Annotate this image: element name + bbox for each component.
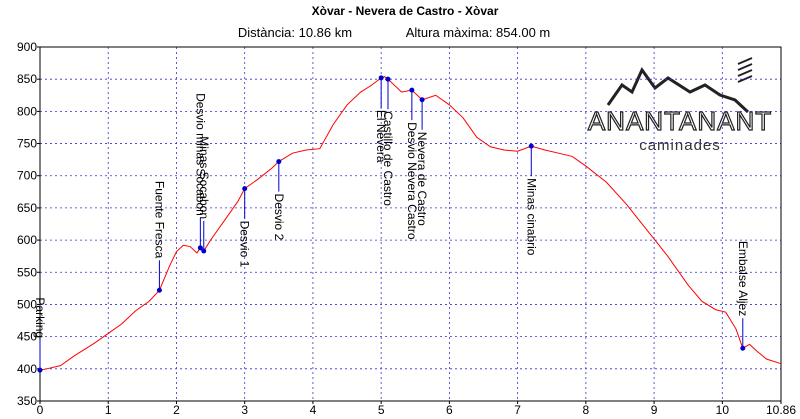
x-tick-label: 10.86 [766, 403, 796, 417]
waypoint [201, 248, 207, 254]
x-tick-label: 10 [716, 403, 730, 417]
logo-name: ANANTANANT [588, 106, 772, 136]
x-tick-label: 7 [514, 403, 521, 417]
subtitle-altitude: Altura màxima: 854.00 m [406, 25, 551, 40]
waypoint-label: Desvio minas Socabon [193, 93, 207, 216]
waypoint-label: Castillo de Castro [381, 111, 395, 206]
waypoint [197, 245, 203, 251]
waypoint-label: Nevera de Castro [415, 132, 429, 226]
y-tick-label: 500 [17, 297, 37, 311]
x-tick-label: 6 [446, 403, 453, 417]
waypoint-label: Desvio 2 [272, 194, 286, 241]
waypoint-label: Minas cinabrio [524, 178, 538, 256]
x-tick-label: 9 [651, 403, 658, 417]
waypoint-label: Parking [33, 297, 47, 338]
x-tick-label: 5 [378, 403, 385, 417]
chart-title: Xòvar - Nevera de Castro - Xòvar [312, 4, 499, 18]
waypoint-label: Fuente Fresca [152, 181, 166, 259]
y-tick-label: 550 [17, 265, 37, 279]
x-tick-label: 0 [37, 403, 44, 417]
waypoint [528, 143, 534, 149]
waypoint-label: Embalse Aljez [736, 241, 750, 316]
waypoint [740, 345, 746, 351]
y-tick-label: 750 [17, 137, 37, 151]
logo-marks [737, 57, 753, 83]
y-tick-label: 350 [17, 394, 37, 408]
waypoint [409, 87, 415, 93]
y-tick-label: 400 [17, 362, 37, 376]
waypoint [276, 159, 282, 165]
y-tick-label: 600 [17, 233, 37, 247]
y-tick-label: 850 [17, 72, 37, 86]
y-tick-label: 700 [17, 169, 37, 183]
y-tick-label: 650 [17, 201, 37, 215]
waypoint [378, 75, 384, 81]
waypoint-label: El Nevera [374, 110, 388, 163]
waypoint [419, 97, 425, 103]
y-tick-label: 900 [17, 40, 37, 54]
logo-tagline: caminades [639, 137, 721, 154]
x-tick-label: 2 [173, 403, 180, 417]
y-tick-label: 450 [17, 330, 37, 344]
x-tick-label: 8 [583, 403, 590, 417]
waypoint-label: Desvio 1 [238, 221, 252, 268]
waypoint-label: Desvio Nevera Castro [405, 122, 419, 240]
x-tick-label: 1 [105, 403, 112, 417]
y-tick-label: 800 [17, 104, 37, 118]
plot-frame [39, 46, 782, 402]
waypoint-label: Minas Socabon [197, 136, 211, 219]
x-tick-label: 4 [310, 403, 317, 417]
logo-mountain [606, 67, 750, 114]
subtitle-distance: Distància: 10.86 km [238, 25, 352, 40]
x-tick-label: 3 [241, 403, 248, 417]
waypoint [242, 186, 248, 192]
waypoint [37, 367, 43, 373]
waypoint [385, 76, 391, 82]
waypoint [156, 287, 162, 293]
